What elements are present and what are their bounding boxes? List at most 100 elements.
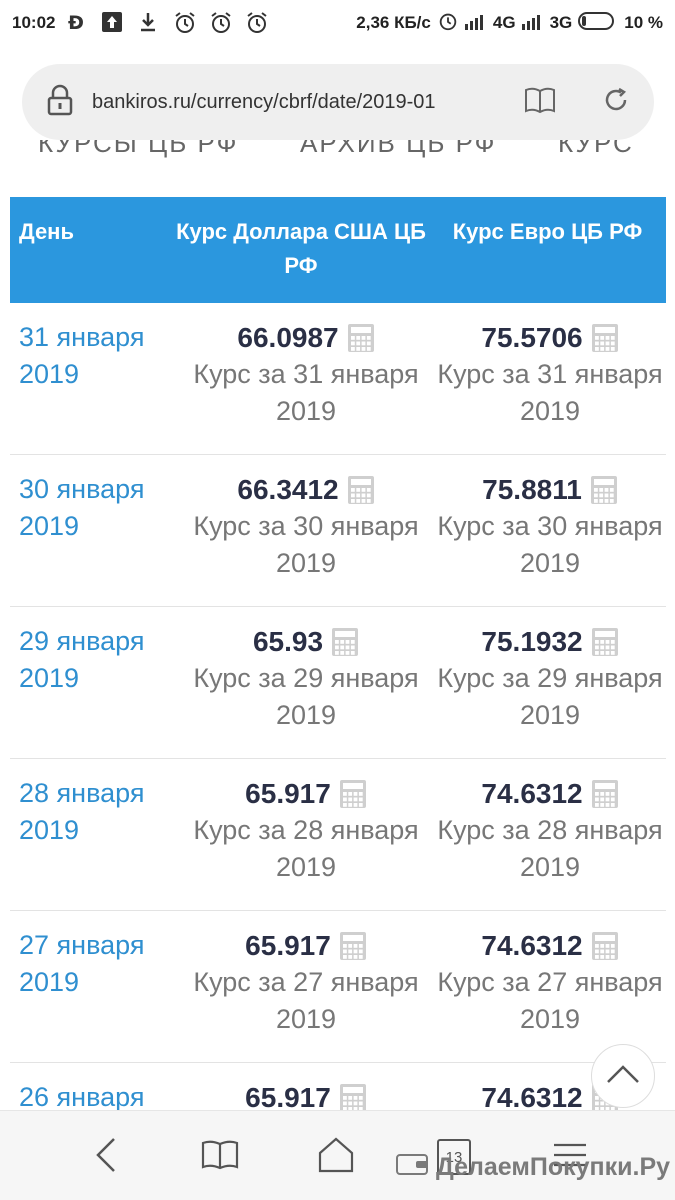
watermark: ДелаемПокупки.Ру [396, 1152, 670, 1183]
calculator-icon[interactable] [590, 475, 618, 505]
calculator-icon[interactable] [347, 475, 375, 505]
upload-icon [101, 11, 125, 35]
eur-caption: Курс за 29 января 2019 [437, 663, 663, 730]
eur-caption: Курс за 30 января 2019 [437, 511, 663, 578]
nav-item-archive[interactable]: АРХИВ ЦБ РФ [300, 140, 497, 158]
day-link[interactable]: 26 января [19, 1082, 145, 1110]
calculator-icon[interactable] [339, 779, 367, 809]
header-eur: Курс Евро ЦБ РФ [452, 219, 643, 244]
chevron-up-icon [606, 1064, 640, 1089]
calculator-icon[interactable] [339, 1083, 367, 1110]
header-usd: Курс Доллара США ЦБ РФ [176, 219, 426, 278]
usd-caption: Курс за 27 января 2019 [193, 967, 419, 1034]
day-link[interactable]: 27 января 2019 [19, 930, 145, 997]
usd-value: 65.93 [252, 625, 324, 657]
table-row: 27 января 2019 65.917 Курс за 27 января 20… [10, 911, 666, 1063]
browser-bottom-nav: 13 [0, 1110, 675, 1200]
day-link[interactable]: 30 января 2019 [19, 474, 145, 541]
usd-caption: Курс за 28 января 2019 [193, 815, 419, 882]
bookmarks-button[interactable] [198, 1135, 242, 1179]
signal-icon [521, 12, 544, 35]
network-type-2: 3G [549, 13, 573, 32]
menu-icon [552, 1142, 588, 1173]
eur-value: 74.6312 [481, 929, 583, 961]
table-row: 31 января 2019 66.0987 Курс за 31 января 2… [10, 303, 666, 455]
battery-icon [578, 11, 618, 36]
eur-value: 75.8811 [482, 473, 582, 505]
day-link[interactable]: 28 января 2019 [19, 778, 145, 845]
usd-cell: 65.917 [186, 1079, 426, 1110]
usd-caption: Курс за 29 января 2019 [193, 663, 419, 730]
day-link[interactable]: 31 января 2019 [19, 322, 145, 389]
calculator-icon[interactable] [591, 779, 619, 809]
usd-cell: 65.917 Курс за 28 января 2019 [186, 775, 426, 886]
table-header: День Курс Доллара США ЦБ РФ Курс Евро ЦБ… [10, 197, 666, 303]
usd-cell: 66.0987 Курс за 31 января 2019 [186, 319, 426, 430]
network-type-1: 4G [492, 13, 516, 32]
usd-value: 65.917 [245, 1081, 331, 1111]
status-bar: 10:02 Ð 2,36 КБ/с 4G 3G 10 % [0, 0, 675, 46]
eur-value: 75.5706 [481, 321, 583, 353]
nav-item-rate[interactable]: КУРС [558, 140, 634, 158]
eur-caption: Курс за 28 января 2019 [437, 815, 663, 882]
table-row: 28 января 2019 65.917 Курс за 28 января 20… [10, 759, 666, 911]
table-row: 30 января 2019 66.3412 Курс за 30 января 2… [10, 455, 666, 607]
eur-value: 75.1932 [481, 625, 583, 657]
usd-cell: 65.917 Курс за 27 января 2019 [186, 927, 426, 1038]
table-row: 29 января 2019 65.93 Курс за 29 января 201… [10, 607, 666, 759]
back-icon [94, 1137, 118, 1178]
eur-value: 74.6312 [481, 1081, 583, 1111]
status-time: 10:02 [12, 13, 56, 32]
usd-caption: Курс за 30 января 2019 [193, 511, 419, 578]
calculator-icon[interactable] [331, 627, 359, 657]
calculator-icon[interactable] [339, 931, 367, 961]
eur-caption: Курс за 27 января 2019 [437, 967, 663, 1034]
network-speed: 2,36 КБ/с [356, 13, 431, 32]
eur-cell: 74.6312 Курс за 28 января 2019 [430, 775, 666, 886]
eur-cell: 75.1932 Курс за 29 января 2019 [430, 623, 666, 734]
calculator-icon[interactable] [591, 627, 619, 657]
scroll-top-button[interactable] [591, 1044, 655, 1108]
signal-icon [464, 12, 487, 35]
usd-caption: Курс за 31 января 2019 [193, 359, 419, 426]
eur-cell: 75.5706 Курс за 31 января 2019 [430, 319, 666, 430]
usd-value: 65.917 [245, 777, 331, 809]
alarm-icon [173, 11, 197, 35]
eur-caption: Курс за 31 января 2019 [437, 359, 663, 426]
back-button[interactable] [84, 1135, 128, 1179]
reload-icon[interactable] [602, 86, 630, 119]
download-icon [137, 11, 161, 35]
lock-icon [46, 84, 74, 121]
tabs-icon[interactable]: 13 [437, 1139, 471, 1175]
usd-value: 66.3412 [237, 473, 339, 505]
home-button[interactable] [314, 1135, 358, 1179]
calculator-icon[interactable] [591, 323, 619, 353]
d-app-icon: Ð [65, 11, 89, 35]
wallet-icon [396, 1152, 430, 1183]
day-link[interactable]: 29 января 2019 [19, 626, 145, 693]
address-bar[interactable]: bankiros.ru/currency/cbrf/date/2019-01 [22, 64, 654, 140]
menu-button[interactable] [548, 1135, 592, 1179]
calculator-icon[interactable] [347, 323, 375, 353]
table-row: 26 января 65.917 74.6312 [10, 1063, 666, 1110]
usd-cell: 66.3412 Курс за 30 января 2019 [186, 471, 426, 582]
bookmarks-icon [201, 1139, 239, 1176]
home-icon [317, 1137, 355, 1178]
usd-cell: 65.93 Курс за 29 января 2019 [186, 623, 426, 734]
usd-value: 65.917 [245, 929, 331, 961]
rates-table: 31 января 2019 66.0987 Курс за 31 января 2… [10, 303, 666, 1110]
url-text[interactable]: bankiros.ru/currency/cbrf/date/2019-01 [92, 90, 436, 113]
eur-value: 74.6312 [481, 777, 583, 809]
svg-text:Ð: Ð [68, 12, 84, 33]
nav-item-rates[interactable]: КУРСЫ ЦБ РФ [38, 140, 239, 158]
alarm-icon [209, 11, 233, 35]
calculator-icon[interactable] [591, 931, 619, 961]
header-day: День [19, 219, 74, 244]
alarm-icon [437, 10, 459, 37]
usd-value: 66.0987 [237, 321, 339, 353]
site-nav: КУРСЫ ЦБ РФ АРХИВ ЦБ РФ КУРС [0, 140, 675, 197]
watermark-text: ДелаемПокупки.Ру [436, 1153, 671, 1181]
eur-cell: 74.6312 Курс за 27 января 2019 [430, 927, 666, 1038]
battery-level: 10 % [624, 13, 663, 32]
reader-icon[interactable] [524, 86, 556, 119]
